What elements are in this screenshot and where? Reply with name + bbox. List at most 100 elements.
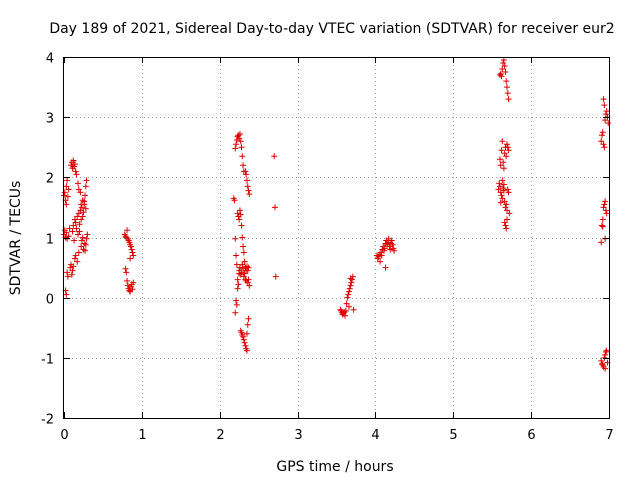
- y-tick-label: -1: [41, 353, 54, 368]
- data-point: [503, 153, 510, 160]
- data-point: [345, 303, 352, 310]
- data-point: [501, 150, 508, 157]
- data-point: [378, 252, 385, 259]
- data-point: [241, 258, 248, 265]
- data-point: [271, 204, 278, 211]
- data-point: [231, 197, 238, 204]
- data-point: [76, 221, 83, 228]
- data-point: [602, 198, 609, 205]
- data-point: [127, 255, 134, 262]
- data-point: [61, 189, 68, 196]
- data-point: [272, 273, 279, 280]
- data-point: [243, 347, 250, 354]
- y-tick-label: 2: [46, 172, 54, 187]
- x-tick-label: 5: [449, 428, 457, 443]
- data-point: [235, 132, 242, 139]
- chart-title: Day 189 of 2021, Sidereal Day-to-day VTE…: [49, 21, 614, 37]
- data-point: [233, 141, 240, 148]
- data-point: [246, 282, 253, 289]
- data-point: [82, 241, 89, 248]
- x-tick-label: 1: [138, 428, 146, 443]
- data-point: [344, 294, 351, 301]
- data-point: [244, 279, 251, 286]
- data-point: [74, 258, 81, 265]
- data-point: [68, 162, 75, 169]
- x-tick-label: 3: [294, 428, 302, 443]
- data-point: [240, 243, 247, 250]
- data-point: [129, 249, 136, 256]
- data-point: [124, 277, 131, 284]
- data-point: [244, 183, 251, 190]
- data-point: [236, 216, 243, 223]
- data-point: [129, 286, 136, 293]
- data-point: [601, 354, 608, 361]
- data-point: [598, 222, 605, 229]
- data-point: [387, 246, 394, 253]
- data-point: [75, 186, 82, 193]
- data-point: [240, 162, 247, 169]
- data-point: [505, 189, 512, 196]
- data-point: [124, 282, 131, 289]
- data-point: [83, 235, 90, 242]
- data-point: [600, 204, 607, 211]
- data-point: [236, 207, 243, 214]
- data-point: [72, 168, 79, 175]
- data-point: [63, 291, 70, 298]
- data-point: [77, 207, 84, 214]
- data-point: [600, 141, 607, 148]
- data-point: [233, 252, 240, 259]
- data-point: [598, 239, 605, 246]
- data-point: [601, 201, 608, 208]
- data-point: [64, 273, 71, 280]
- data-point: [75, 249, 82, 256]
- x-tick-label: 2: [216, 428, 224, 443]
- data-point: [72, 252, 79, 259]
- data-point: [386, 243, 393, 250]
- data-point: [66, 225, 73, 232]
- y-tick-label: 1: [46, 233, 54, 248]
- data-point: [122, 265, 129, 272]
- data-point: [63, 201, 70, 208]
- data-point: [342, 307, 349, 314]
- data-point: [82, 183, 89, 190]
- data-point: [385, 235, 392, 242]
- data-point: [71, 255, 78, 262]
- data-point: [502, 204, 509, 211]
- data-point: [603, 347, 610, 354]
- data-point: [500, 165, 507, 172]
- data-point: [391, 247, 398, 254]
- data-point: [599, 223, 606, 230]
- data-point: [500, 60, 507, 67]
- data-point: [497, 156, 503, 163]
- grid: [64, 57, 609, 418]
- data-point: [69, 267, 76, 274]
- data-point: [232, 145, 239, 152]
- data-point: [602, 348, 609, 355]
- data-point: [241, 339, 248, 346]
- data-point: [68, 271, 75, 278]
- data-point: [350, 306, 357, 313]
- y-tick-label: 4: [46, 52, 54, 67]
- y-tick-label: 0: [46, 293, 54, 308]
- axis-ticks: [64, 57, 610, 419]
- plot-frame: [63, 57, 610, 419]
- data-point: [503, 201, 510, 208]
- data-point: [500, 57, 507, 64]
- data-point: [384, 239, 391, 246]
- data-point: [237, 211, 244, 218]
- data-point: [77, 189, 84, 196]
- data-point: [502, 69, 509, 76]
- data-point: [497, 199, 504, 206]
- data-point: [71, 216, 78, 223]
- data-point: [245, 187, 252, 194]
- data-point: [245, 315, 252, 322]
- data-point: [242, 168, 249, 175]
- data-point: [598, 132, 605, 139]
- data-point: [123, 269, 130, 276]
- data-point: [130, 279, 137, 286]
- data-point: [388, 237, 395, 244]
- data-point: [242, 342, 249, 349]
- data-point: [74, 213, 81, 220]
- data-point: [70, 263, 77, 270]
- data-point: [241, 270, 248, 277]
